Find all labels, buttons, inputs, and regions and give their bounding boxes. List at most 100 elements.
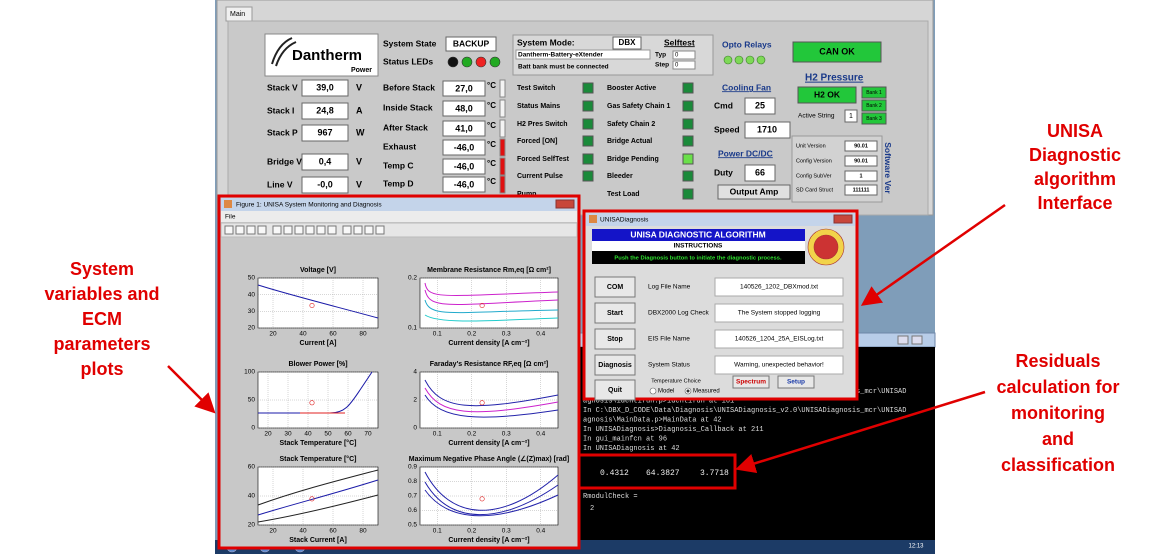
switch-indicator (582, 118, 594, 130)
mode-desc: Dantherm-Battery-eXtender (518, 52, 603, 59)
bank-box (861, 86, 887, 99)
button[interactable] (594, 276, 636, 298)
annotation: Residuals (1015, 351, 1100, 371)
switch-label: Pump (517, 191, 536, 198)
plot-curve (257, 494, 379, 523)
button[interactable] (594, 328, 636, 350)
readout-unit: W (356, 127, 365, 137)
switch-label: Bridge Pending (607, 156, 659, 163)
switch-indicator (582, 153, 594, 165)
toolbar-button[interactable] (327, 225, 337, 235)
can-box (792, 41, 882, 63)
toolbar-button[interactable] (375, 225, 385, 235)
toolbar-button[interactable] (353, 225, 363, 235)
field-box (714, 355, 844, 375)
toolbar-button[interactable] (342, 225, 352, 235)
status-led (489, 56, 501, 68)
switch-indicator (682, 118, 694, 130)
plot-xtick: 0.2 (467, 431, 476, 438)
mode-desc-box (515, 49, 651, 60)
speed: 1710 (757, 124, 777, 134)
console-line: RmodulCheck = (583, 493, 638, 501)
toolbar-button[interactable] (224, 225, 234, 235)
toolbar-button[interactable] (316, 225, 326, 235)
switch-label: Test Switch (517, 85, 555, 92)
system-state-label: System State (383, 38, 437, 48)
plot-xtick: 30 (284, 431, 292, 438)
plot-axes (257, 277, 379, 329)
power-dcdc: Power DC/DC (718, 148, 773, 158)
spectrum[interactable]: Spectrum (736, 379, 766, 386)
button-label[interactable]: COM (607, 284, 624, 291)
toolbar-button[interactable] (294, 225, 304, 235)
setup-button[interactable] (777, 375, 815, 389)
button[interactable] (594, 379, 636, 401)
readout-value: 0,4 (319, 156, 332, 166)
plot-ytick: 20 (248, 325, 256, 332)
temperature-choice: Temperature Choice (651, 378, 701, 384)
status-led (461, 56, 473, 68)
plot-xlabel: Stack Temperature [°C] (280, 439, 357, 447)
temp-box (442, 176, 486, 193)
readout-unit: V (356, 156, 362, 166)
console-line: 2 (590, 505, 594, 513)
switch-label: Bridge Actual (607, 138, 652, 145)
field-label: DBX2000 Log Check (648, 310, 709, 317)
switch-indicator (682, 82, 694, 94)
temp-unit: °C (487, 121, 496, 130)
toolbar-button[interactable] (246, 225, 256, 235)
selftest: Selftest (664, 37, 695, 47)
tab-label[interactable]: Main (230, 11, 245, 18)
toolbar-button[interactable] (257, 225, 267, 235)
button[interactable] (594, 354, 636, 376)
button-label[interactable]: Start (607, 310, 624, 317)
button-label[interactable]: Quit (608, 387, 623, 394)
temp-label: Inside Stack (383, 102, 433, 112)
status-led (447, 56, 459, 68)
button-label[interactable]: Diagnosis (598, 362, 632, 369)
field-label: EIS File Name (648, 336, 690, 343)
temp-label: Exhaust (383, 141, 416, 151)
switch-label: Bleeder (607, 173, 633, 180)
typ-box (672, 50, 696, 60)
figure-menubar (221, 211, 577, 222)
readout-unit: V (356, 179, 362, 189)
output-amp: Output Amp (730, 186, 779, 196)
plot-xtick: 0.1 (433, 431, 442, 438)
cmd: 25 (755, 100, 765, 110)
plot-ytick: 60 (248, 464, 256, 471)
toolbar-button[interactable] (283, 225, 293, 235)
radio-label: Model (658, 389, 674, 395)
temp-indicator (499, 157, 506, 176)
setup[interactable]: Setup (787, 379, 805, 386)
step: 0 (675, 63, 679, 69)
output-amp-box (717, 184, 791, 200)
header-band (592, 229, 805, 241)
button-label[interactable]: Stop (607, 336, 623, 343)
toolbar-button[interactable] (235, 225, 245, 235)
temp-label: After Stack (383, 122, 428, 132)
plot-title: Maximum Negative Phase Angle (∠(Z)max) [… (409, 455, 569, 463)
toolbar-button[interactable] (305, 225, 315, 235)
plot-xtick: 40 (299, 528, 307, 535)
plot-curve (424, 387, 559, 413)
switch-label: H2 Pres Switch (517, 121, 568, 128)
switch-label: Current Pulse (517, 173, 563, 180)
plot-curve (424, 289, 559, 305)
toolbar-button[interactable] (272, 225, 282, 235)
temp-label: Before Stack (383, 82, 435, 92)
plot-ytick: 100 (244, 369, 255, 376)
figure-menu[interactable]: File (225, 214, 236, 221)
plot-xtick: 0.1 (433, 528, 442, 535)
spectrum-button[interactable] (732, 375, 770, 389)
opto-led (734, 55, 744, 65)
toolbar-button[interactable] (364, 225, 374, 235)
plot-ytick: 50 (248, 397, 256, 404)
plot-xtick: 0.4 (536, 431, 545, 438)
button[interactable] (594, 302, 636, 324)
plot-xtick: 20 (264, 431, 272, 438)
plot-xlabel: Stack Current [A] (289, 537, 347, 544)
plot-curve (424, 394, 559, 418)
system-state-box (445, 36, 497, 52)
plot-xtick: 20 (269, 528, 277, 535)
